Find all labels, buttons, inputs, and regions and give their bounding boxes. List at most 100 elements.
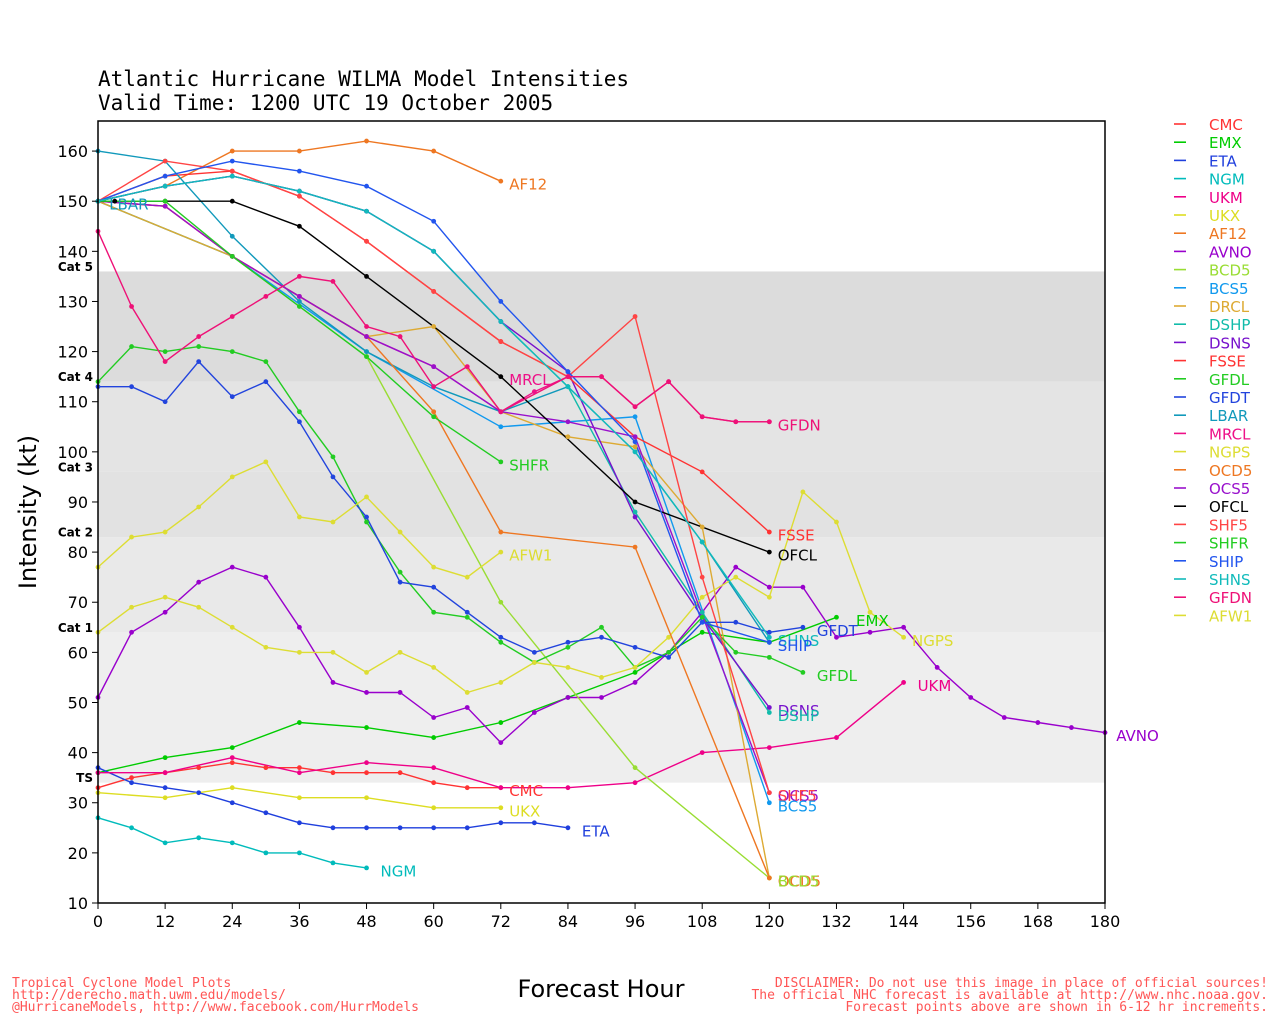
point-afw1 — [196, 504, 202, 510]
point-ocs5 — [297, 294, 302, 299]
x-tick-label: 36 — [289, 912, 309, 931]
point-gfdl — [297, 409, 302, 415]
end-label-ship: SHIP — [778, 637, 812, 655]
point-shns — [498, 319, 504, 324]
end-label-ukm: UKM — [918, 677, 952, 695]
category-band-labels: TS Cat 1 Cat 2 Cat 3 Cat 4 Cat 5 — [58, 260, 93, 785]
point-ofcl — [632, 499, 638, 505]
point-ngps — [766, 594, 772, 600]
x-tick-label: 132 — [821, 912, 852, 931]
point-ocs5 — [565, 419, 571, 425]
point-lbar — [229, 233, 235, 239]
point-ukm — [498, 785, 504, 791]
series-line-emx — [97, 616, 837, 774]
point-shfr — [431, 414, 437, 420]
point-avno — [834, 634, 839, 640]
point-gfdl — [129, 344, 134, 349]
point-shns — [699, 539, 705, 545]
point-shns — [297, 188, 302, 194]
point-afw1 — [297, 514, 302, 520]
band-cat-2 — [98, 471, 1105, 538]
point-gfdt — [666, 654, 672, 660]
point-emx — [229, 745, 235, 751]
y-tick-label: 20 — [68, 844, 88, 863]
footer-disclaimer: DISCLAIMER: Do not use this image in pla… — [775, 976, 1268, 991]
y-tick-label: 140 — [57, 242, 88, 261]
point-shfr — [498, 459, 504, 465]
point-af12 — [229, 148, 235, 154]
end-label-gfdl: GFDL — [817, 667, 858, 685]
point-gfdt — [800, 624, 806, 630]
point-gfdt — [196, 359, 202, 365]
point-gfdn — [330, 279, 336, 284]
point-eta — [162, 785, 168, 791]
y-tick-label: 80 — [68, 543, 88, 562]
point-gfdn — [498, 409, 504, 415]
point-ngps — [196, 604, 202, 610]
point-shfr — [364, 354, 369, 360]
x-tick-label: 120 — [754, 912, 785, 931]
point-gfdt — [531, 649, 537, 655]
point-avno — [330, 680, 336, 685]
point-afw1 — [129, 534, 134, 540]
point-gfdn — [263, 294, 269, 299]
point-bcd5 — [498, 599, 504, 605]
y-tick-label: 50 — [68, 693, 88, 712]
point-ofcl — [766, 549, 772, 555]
y-tick-label: 130 — [57, 292, 88, 311]
point-shfr — [297, 304, 302, 309]
point-ship — [229, 158, 235, 164]
point-ukm — [162, 770, 168, 776]
point-gfdt — [263, 379, 269, 385]
point-shf5 — [632, 314, 638, 319]
point-af12 — [431, 148, 437, 154]
point-shf5 — [699, 574, 705, 580]
point-ocd5 — [632, 544, 638, 550]
end-label-gfdn: GFDN — [778, 416, 821, 434]
point-mrcl — [531, 389, 537, 395]
point-avno — [968, 695, 974, 700]
y-axis-ticks: 10 20 30 40 50 60 70 80 90 100 110 120 130 140 150 160 — [57, 142, 98, 913]
point-fsse — [766, 529, 772, 535]
y-tick-label: 60 — [68, 643, 88, 662]
point-ngps — [565, 664, 571, 670]
point-gfdl — [733, 649, 739, 655]
point-afw1 — [464, 574, 470, 580]
point-eta — [464, 825, 470, 831]
point-gfdl — [699, 614, 705, 620]
point-gfdn — [565, 374, 571, 380]
point-ngps — [397, 649, 403, 655]
point-ship — [565, 369, 571, 375]
point-shf5 — [766, 790, 772, 796]
point-af12 — [297, 148, 302, 154]
end-label-emx: EMX — [856, 612, 889, 630]
end-label-ukx: UKX — [509, 802, 540, 820]
point-afw1 — [229, 474, 235, 480]
plot-frame — [97, 120, 1106, 904]
point-avno — [431, 715, 437, 720]
footer-source: Tropical Cyclone Model Plots — [12, 976, 231, 991]
legend-label-afw1: AFW1 — [1209, 607, 1252, 625]
point-ukx — [229, 785, 235, 791]
point-gfdn — [431, 384, 437, 390]
point-ukm — [565, 785, 571, 791]
y-tick-label: 40 — [68, 744, 88, 763]
point-gfdt — [565, 639, 571, 645]
point-gfdt — [397, 579, 403, 585]
point-drcl — [632, 444, 638, 450]
point-gfdl — [229, 349, 235, 354]
end-label-bcd5: BCD5 — [778, 872, 820, 890]
y-tick-label: 90 — [68, 493, 88, 512]
point-avno — [229, 564, 235, 570]
end-label-cmc: CMC — [509, 782, 543, 800]
point-avno — [464, 705, 470, 710]
legend-label-ocd5: OCD5 — [1209, 462, 1252, 480]
point-afw1 — [263, 459, 269, 465]
point-gfdt — [733, 619, 739, 625]
point-avno — [1069, 725, 1074, 730]
point-ship — [498, 299, 504, 304]
point-gfdn — [297, 273, 302, 279]
y-tick-label: 120 — [57, 343, 88, 362]
point-avno — [397, 690, 403, 695]
